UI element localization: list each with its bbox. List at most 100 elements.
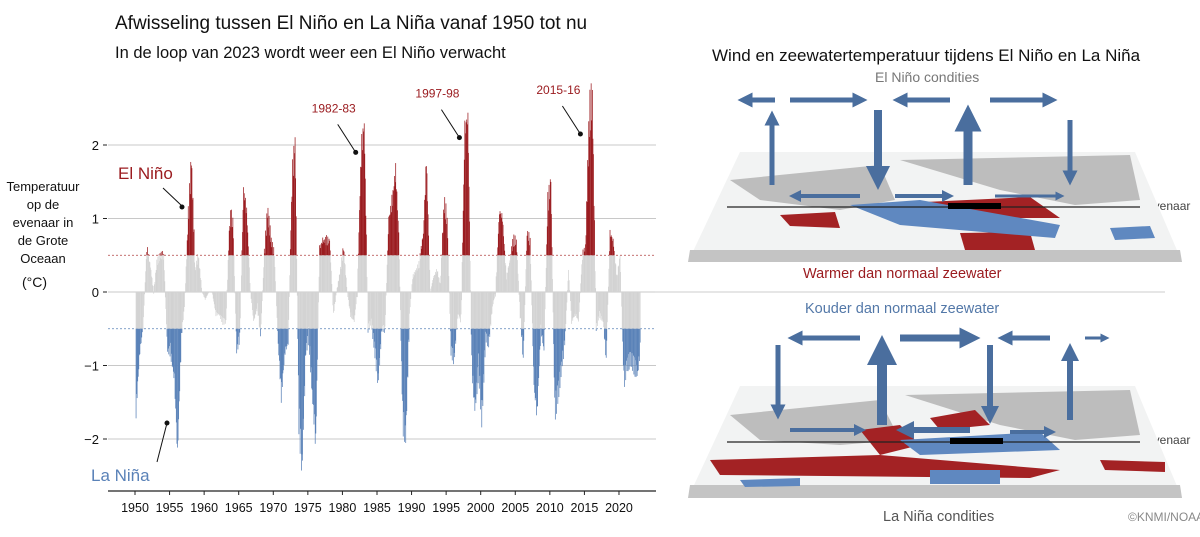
la-nina-bar <box>140 328 141 345</box>
neutral-bar <box>267 255 268 292</box>
neutral-bar <box>182 292 184 321</box>
neutral-bar <box>171 292 173 329</box>
neutral-bar <box>571 292 573 319</box>
el-nino-bar <box>592 138 594 256</box>
la-nina-bar <box>302 328 304 419</box>
el-nino-bar <box>548 184 550 256</box>
neutral-bar <box>631 292 633 329</box>
neutral-bar <box>616 274 618 292</box>
neutral-bar <box>185 283 186 292</box>
neutral-bar <box>436 269 438 292</box>
el-nino-bar <box>241 250 243 256</box>
neutral-bar <box>474 292 476 329</box>
neutral-bar <box>290 255 292 292</box>
la-nina-bar <box>376 328 378 360</box>
el-nino-bar <box>245 197 246 256</box>
neutral-bar <box>592 255 594 292</box>
el-nino-bar <box>584 251 586 256</box>
el-nino-bar <box>592 89 593 256</box>
el-nino-bar <box>327 236 329 256</box>
el-nino-bar <box>462 242 464 256</box>
annotation-label: 1982-83 <box>312 101 356 115</box>
la-nina-bar <box>299 328 300 409</box>
neutral-bar <box>458 292 460 319</box>
la-nina-bar <box>533 328 534 367</box>
neutral-bar <box>384 292 386 327</box>
neutral-bar <box>546 255 548 292</box>
neutral-bar <box>220 292 222 319</box>
el-nino-bar <box>322 237 324 256</box>
la-nina-bar <box>484 328 485 351</box>
neutral-bar <box>580 283 582 292</box>
el-nino-bar <box>613 250 615 256</box>
el-nino-bar <box>391 194 393 256</box>
neutral-bar <box>379 292 381 329</box>
neutral-bar <box>567 280 569 292</box>
el-nino-bar <box>289 249 291 256</box>
neutral-bar <box>247 255 249 292</box>
la-nina-bar <box>378 328 379 381</box>
la-nina-bar <box>181 328 183 333</box>
neutral-bar <box>245 255 247 292</box>
el-nino-pointer <box>162 187 183 207</box>
el-nino-bar <box>468 152 469 256</box>
el-nino-bar <box>549 199 551 256</box>
el-nino-bar <box>500 217 502 256</box>
neutral-bar <box>439 283 441 292</box>
el-nino-bar <box>365 215 367 256</box>
neutral-bar <box>176 292 178 329</box>
la-nina-bar <box>140 328 142 344</box>
la-nina-bar <box>476 328 478 395</box>
neutral-bar <box>536 292 537 329</box>
neutral-bar <box>538 292 540 329</box>
neutral-bar <box>522 292 524 329</box>
la-nina-bar <box>479 328 481 376</box>
neutral-bar <box>431 286 432 292</box>
el-nino-bar <box>273 247 275 256</box>
neutral-bar <box>402 292 403 329</box>
neutral-bar <box>466 255 468 292</box>
neutral-bar <box>635 292 637 329</box>
la-nina-bar <box>303 328 305 430</box>
neutral-bar <box>380 292 382 329</box>
neutral-bar <box>311 292 313 329</box>
el-nino-bar <box>526 235 528 256</box>
neutral-bar <box>557 292 559 329</box>
el-nino-bar <box>387 250 389 256</box>
la-nina-bar <box>629 328 631 367</box>
el-nino-bar <box>267 217 268 256</box>
neutral-bar <box>616 275 617 292</box>
neutral-bar <box>184 292 185 307</box>
x-tick-label: 2010 <box>536 501 564 515</box>
neutral-bar <box>361 255 363 292</box>
neutral-bar <box>586 255 588 292</box>
el-nino-bar <box>265 235 267 256</box>
neutral-bar <box>231 255 232 292</box>
neutral-bar <box>281 292 283 329</box>
la-nina-bar <box>401 328 402 362</box>
neutral-bar <box>378 292 379 329</box>
el-nino-bar <box>363 131 364 256</box>
neutral-bar <box>446 255 447 292</box>
neutral-bar <box>369 292 371 322</box>
neutral-bar <box>572 292 574 318</box>
el-nino-bar <box>272 254 274 256</box>
neutral-bar <box>363 255 365 292</box>
neutral-bar <box>510 256 512 292</box>
neutral-bar <box>620 272 621 292</box>
x-tick-label: 2020 <box>605 501 633 515</box>
neutral-bar <box>144 292 145 295</box>
neutral-bar <box>548 255 549 292</box>
el-nino-bar <box>246 225 248 256</box>
el-nino-bar <box>295 178 297 256</box>
la-nina-bar <box>559 328 560 372</box>
neutral-bar <box>544 292 545 329</box>
la-nina-bar <box>403 328 405 413</box>
el-nino-bar <box>444 219 446 256</box>
neutral-bar <box>296 292 298 296</box>
la-nina-bar <box>480 328 482 401</box>
la-nina-bar <box>456 328 458 330</box>
neutral-bar <box>193 255 195 292</box>
el-nino-bar <box>586 201 588 256</box>
la-nina-bar <box>476 328 477 383</box>
